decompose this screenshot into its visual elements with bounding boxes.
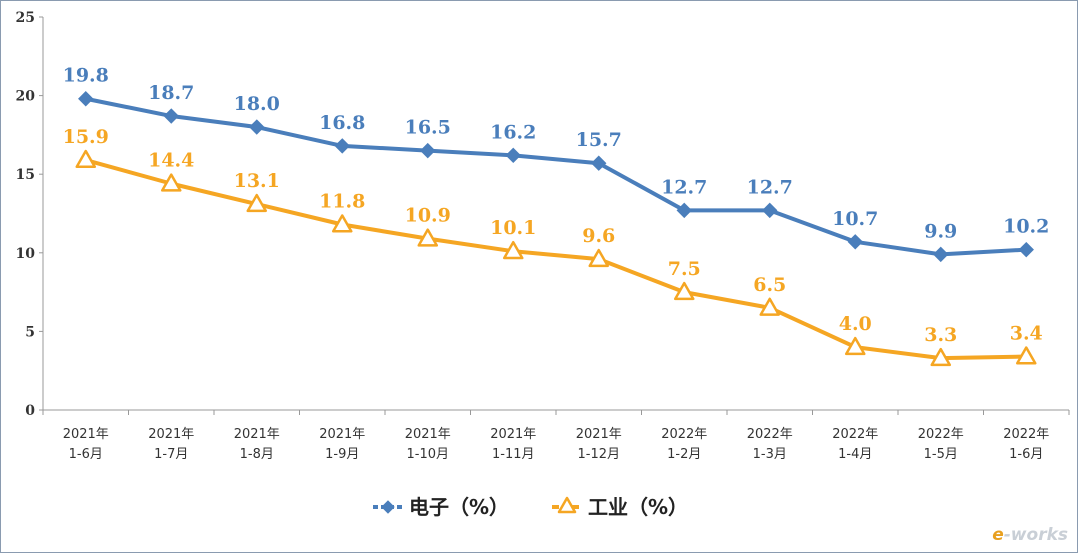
triangle-marker: [75, 149, 96, 169]
x-tick-label-period: 1-8月: [240, 447, 274, 462]
y-tick-label: 20: [16, 89, 36, 105]
data-label: 10.7: [832, 208, 878, 230]
data-label: 9.9: [924, 220, 957, 242]
series-line: [85, 158, 1027, 361]
x-tick-label-period: 1-7月: [154, 447, 188, 462]
data-label: 18.0: [234, 93, 280, 115]
triangle-marker: [845, 336, 866, 356]
x-tick-label-period: 1-11月: [492, 447, 535, 462]
legend-item-2: 工业（%）: [552, 495, 688, 519]
data-label: 13.1: [234, 170, 280, 192]
diamond-marker: [1018, 241, 1034, 258]
legend: 电子（%） 工业（%）: [373, 495, 688, 519]
data-label: 3.3: [924, 324, 957, 346]
x-tick-label-year: 2021年: [63, 427, 109, 442]
y-tick-label: 15: [16, 167, 35, 183]
axes: [42, 17, 1070, 415]
data-label: 16.2: [490, 121, 536, 143]
x-tick-label-year: 2021年: [148, 427, 194, 442]
y-tick-label: 0: [25, 403, 35, 419]
x-axis-ticks: 2021年 1-6月 2021年 1-7月 2021年 1-8月 2021年 1-9月 2021…: [63, 427, 1050, 462]
x-tick-label-period: 1-2月: [667, 447, 701, 462]
x-tick-label-year: 2021年: [405, 427, 451, 442]
legend-diamond-icon: [381, 500, 395, 514]
y-tick-label: 10: [16, 246, 36, 262]
x-tick-label-period: 1-6月: [69, 447, 103, 462]
data-label: 15.9: [63, 126, 109, 148]
triangle-marker: [161, 173, 182, 192]
data-label: 10.1: [490, 217, 536, 239]
diamond-marker: [78, 91, 94, 107]
watermark-logo: e-works: [992, 525, 1068, 545]
x-tick-label-year: 2022年: [832, 427, 878, 442]
data-label: 16.5: [405, 117, 451, 139]
series-group: 19.8 18.7 18.0 16.8 16.5 16.2 15.7 12.7 12.7 10.7…: [63, 65, 1049, 367]
triangle-marker: [417, 228, 438, 247]
data-label: 12.7: [661, 176, 707, 198]
x-tick-label-year: 2022年: [661, 427, 707, 442]
data-label: 10.9: [405, 205, 451, 227]
triangle-marker: [503, 240, 524, 260]
x-tick-label-period: 1-9月: [325, 447, 359, 462]
data-label: 10.2: [1003, 216, 1049, 238]
y-axis-ticks: 0 5 10 15 20 25: [16, 10, 43, 419]
x-tick-label-year: 2022年: [747, 427, 793, 442]
diamond-marker: [847, 234, 863, 250]
legend-label: 工业（%）: [588, 495, 688, 519]
data-label: 16.8: [319, 112, 365, 134]
diamond-marker: [933, 246, 949, 263]
legend-triangle-icon: [557, 496, 577, 514]
series-1: 19.8 18.7 18.0 16.8 16.5 16.2 15.7 12.7 12.7 10.7…: [63, 65, 1049, 263]
x-tick-label-period: 1-3月: [753, 447, 787, 462]
triangle-marker: [246, 193, 267, 213]
triangle-marker: [332, 214, 353, 233]
x-tick-label-period: 1-10月: [406, 447, 449, 462]
data-label: 9.6: [582, 225, 615, 247]
data-label: 18.7: [148, 82, 194, 104]
y-tick-label: 25: [16, 10, 35, 26]
triangle-marker: [674, 281, 695, 301]
y-tick-label: 5: [25, 324, 35, 340]
triangle-marker: [930, 347, 951, 367]
series-line: [85, 96, 1027, 257]
diamond-marker: [762, 202, 778, 219]
x-tick-label-year: 2021年: [234, 427, 280, 442]
legend-item-1: 电子（%）: [373, 495, 509, 519]
data-label: 6.5: [753, 274, 786, 296]
x-tick-label-year: 2022年: [918, 427, 964, 442]
data-label: 3.4: [1010, 323, 1043, 345]
x-tick-label-period: 1-6月: [1009, 447, 1043, 462]
triangle-marker: [588, 248, 609, 268]
series-2: 15.9 14.4 13.1 11.8 10.9 10.1 9.6 7.5 6.5 4.0 3.3 3…: [63, 126, 1043, 367]
triangle-marker: [1016, 346, 1037, 365]
data-label: 15.7: [576, 129, 622, 151]
data-label: 12.7: [747, 176, 793, 198]
x-tick-label-year: 2022年: [1003, 427, 1049, 442]
x-tick-label-period: 1-4月: [838, 447, 872, 462]
x-tick-label-period: 1-5月: [924, 447, 958, 462]
x-tick-label-period: 1-12月: [577, 447, 620, 462]
diamond-marker: [505, 147, 521, 164]
x-tick-label-year: 2021年: [576, 427, 622, 442]
data-label: 19.8: [63, 65, 109, 87]
diamond-marker: [249, 119, 265, 135]
data-label: 7.5: [668, 258, 701, 280]
x-tick-label-year: 2021年: [319, 427, 365, 442]
data-label: 14.4: [148, 150, 194, 172]
legend-label: 电子（%）: [409, 495, 509, 519]
diamond-marker: [163, 108, 179, 124]
diamond-marker: [676, 202, 692, 219]
diamond-marker: [591, 155, 607, 171]
triangle-marker: [759, 297, 780, 316]
x-tick-label-year: 2021年: [490, 427, 536, 442]
diamond-marker: [420, 142, 436, 159]
data-label: 4.0: [839, 313, 872, 335]
diamond-marker: [334, 138, 350, 154]
data-label: 11.8: [319, 191, 365, 213]
